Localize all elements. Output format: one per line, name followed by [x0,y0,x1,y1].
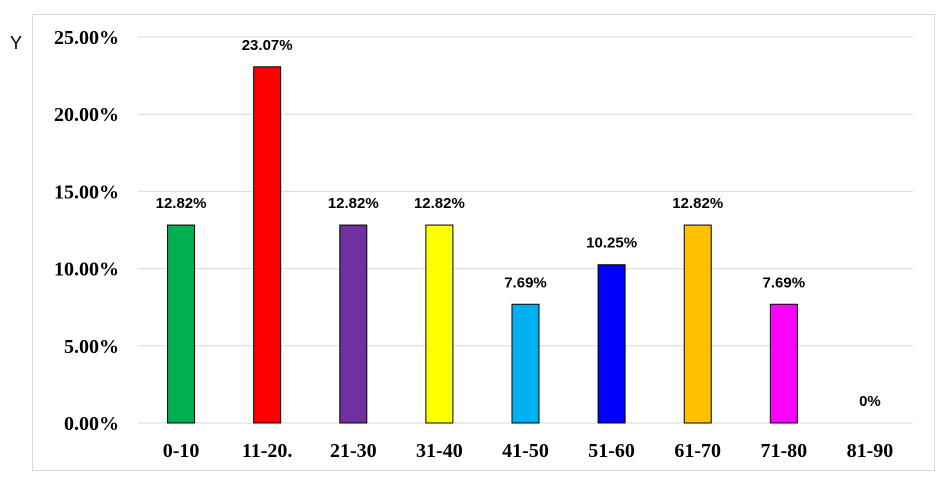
data-label: 0% [859,393,881,410]
data-label: 7.69% [504,274,547,291]
data-label: 23.07% [242,37,293,54]
bar [339,224,368,424]
y-tick-label: 10.00% [54,259,119,281]
x-tick-label: 41-50 [502,440,549,462]
bar [683,224,712,424]
bar [769,303,798,424]
x-tick-label: 61-70 [674,440,721,462]
x-tick-label: 81-90 [847,440,894,462]
y-tick-labels: 0.00% 5.00% 10.00% 15.00% 20.00% 25.00% [54,27,119,435]
x-tick-label: 21-30 [330,440,377,462]
bar [167,224,196,424]
y-tick-label: 0.00% [64,413,119,435]
y-tick-label: 15.00% [54,181,119,203]
data-label: 12.82% [156,195,207,212]
bar [597,264,626,424]
y-tick-label: 20.00% [54,104,119,126]
y-axis-title: Y [10,33,22,53]
x-tick-label: 0-10 [163,440,200,462]
data-label: 7.69% [763,274,806,291]
data-label: 10.25% [586,235,637,252]
y-tick-label: 5.00% [64,336,119,358]
bar [253,66,282,424]
y-tick-label: 25.00% [54,27,119,49]
bar [511,303,540,424]
data-label: 12.82% [672,195,723,212]
data-labels: 12.82% 23.07% 12.82% 12.82% 7.69% 10.25% 12.82… [156,37,881,410]
x-tick-label: 51-60 [588,440,635,462]
data-label: 12.82% [414,195,465,212]
bars [167,66,798,424]
bar [425,224,454,424]
x-tick-label: 11-20. [242,440,293,462]
data-label: 12.82% [328,195,379,212]
x-tick-label: 71-80 [760,440,807,462]
x-tick-labels: 0-10 11-20. 21-30 31-40 41-50 51-60 61-70 71-80… [163,440,894,462]
x-tick-label: 31-40 [416,440,463,462]
